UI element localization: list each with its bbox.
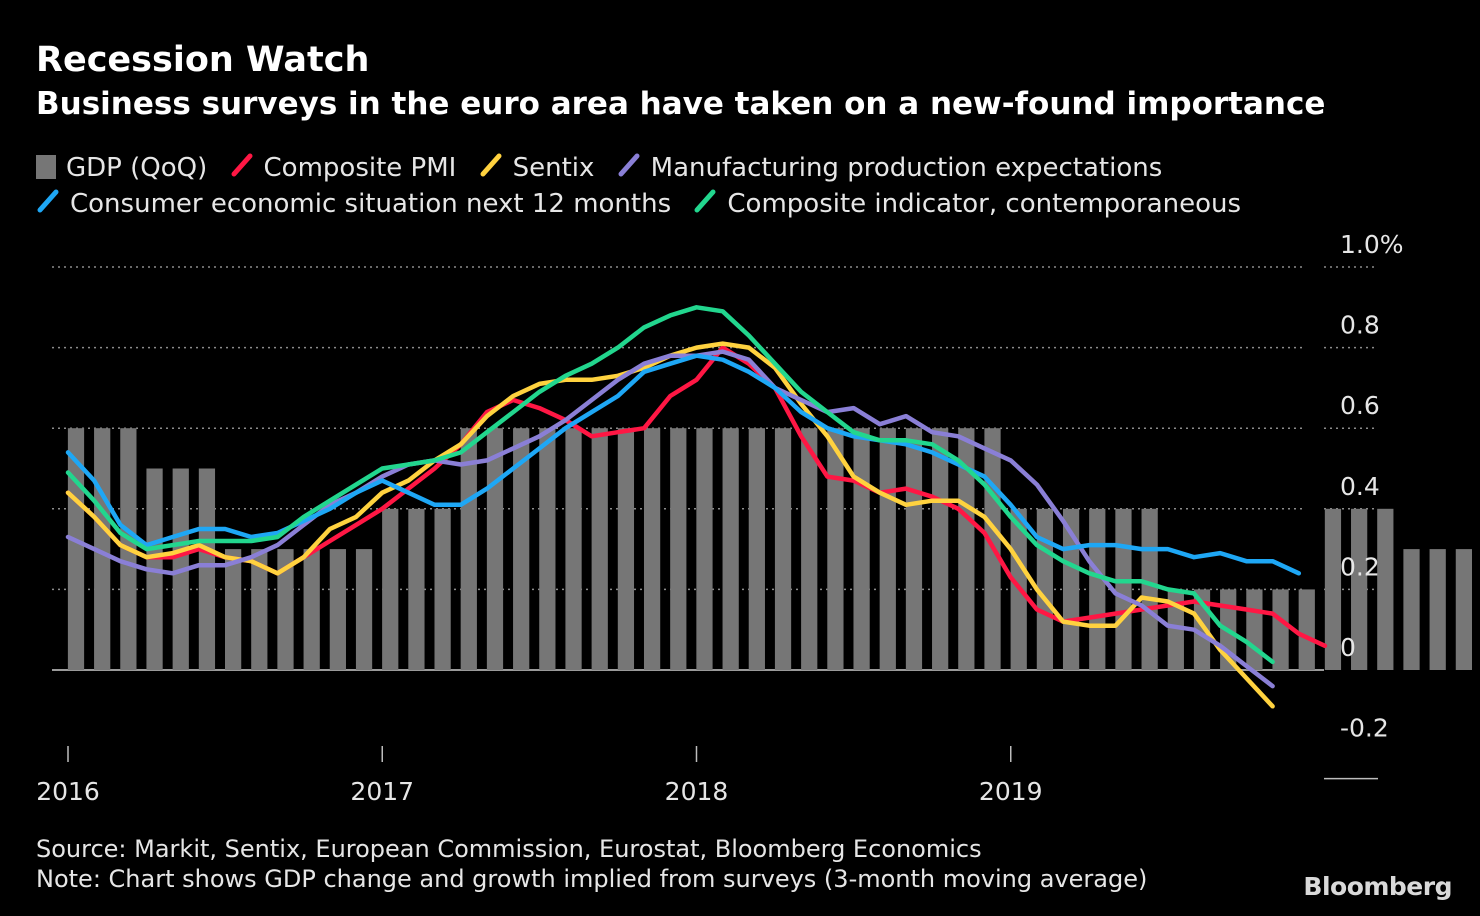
gdp-bar [1089, 508, 1106, 670]
gdp-bar [382, 508, 399, 670]
gdp-bar [486, 428, 504, 670]
gdp-bar [1298, 589, 1315, 670]
gdp-bar [617, 428, 635, 670]
legend-row-2: Consumer economic situation next 12 mont… [36, 186, 1336, 222]
legend-swatch-manufacturing [618, 153, 640, 177]
gdp-bar [1115, 508, 1132, 670]
legend-item-consumer: Consumer economic situation next 12 mont… [36, 186, 671, 222]
legend-row-1: GDP (QoQ) Composite PMI Sentix Manufactu… [36, 150, 1336, 186]
gdp-bar [591, 428, 608, 670]
legend-swatch-sentix [480, 153, 502, 177]
gdp-bar [277, 549, 294, 670]
x-tick-label: 2016 [36, 777, 100, 806]
x-tick-label: 2018 [665, 777, 729, 806]
series-line-3 [65, 353, 1302, 576]
x-tick-label: 2019 [979, 777, 1043, 806]
gdp-bar [329, 549, 346, 670]
gdp-bars [67, 428, 1472, 670]
chart-footer: Source: Markit, Sentix, European Commiss… [36, 834, 1147, 894]
gdp-bar [1351, 508, 1368, 670]
legend-swatch-consumer [37, 189, 59, 213]
series-line-2 [65, 349, 1275, 689]
gdp-bar [827, 428, 844, 670]
gdp-bar [905, 428, 923, 670]
gdp-bar [460, 428, 477, 670]
gdp-bar [853, 428, 870, 670]
gdp-bar [1272, 589, 1289, 670]
y-tick-label: 0.2 [1340, 552, 1380, 581]
gdp-bar [1246, 589, 1263, 670]
method-note: Note: Chart shows GDP change and growth … [36, 865, 1148, 893]
gdp-bar [801, 428, 818, 670]
legend-item-sentix: Sentix [479, 150, 595, 186]
legend-label-consumer: Consumer economic situation next 12 mont… [70, 189, 672, 219]
y-tick-label: 1.0% [1340, 230, 1404, 259]
legend-swatch-gdp [36, 155, 56, 179]
legend-label-gdp: GDP (QoQ) [66, 153, 208, 183]
series-line-4 [65, 305, 1275, 665]
x-tick-label: 2017 [350, 777, 414, 806]
legend-item-composite-indicator: Composite indicator, contemporaneous [693, 186, 1241, 222]
gdp-bar [1455, 549, 1472, 670]
y-tick-label: 0.8 [1340, 311, 1380, 340]
gdp-bar [696, 428, 713, 670]
gdp-bar [932, 428, 949, 670]
legend-swatch-composite-indicator [694, 189, 716, 213]
bloomberg-logo: Bloomberg [1303, 872, 1452, 901]
gdp-bar [1141, 508, 1158, 670]
gdp-bar [1324, 508, 1342, 670]
gdp-bar [565, 428, 582, 670]
series-lines [65, 305, 1328, 709]
legend-label-sentix: Sentix [512, 153, 595, 183]
gdp-bar [879, 428, 896, 670]
y-tick-label: 0.4 [1340, 472, 1380, 501]
gdp-bar [408, 508, 425, 670]
chart-legend: GDP (QoQ) Composite PMI Sentix Manufactu… [36, 150, 1336, 222]
legend-swatch-composite-pmi [231, 153, 253, 177]
gdp-bar [251, 549, 268, 670]
gdp-bar [722, 428, 739, 670]
gdp-bar [198, 468, 216, 670]
gdp-bar [355, 549, 373, 670]
source-note: Source: Markit, Sentix, European Commiss… [36, 835, 982, 863]
legend-item-gdp: GDP (QoQ) [36, 150, 207, 186]
chart-subtitle: Business surveys in the euro area have t… [36, 86, 1326, 122]
gdp-bar [774, 428, 792, 670]
gdp-bar [1429, 549, 1446, 670]
y-tick-label: 0.6 [1340, 391, 1380, 420]
y-tick-label: -0.2 [1340, 714, 1389, 743]
legend-item-manufacturing: Manufacturing production expectations [617, 150, 1163, 186]
axes: 1.0% 0.8 0.6 0.4 0.2 0 -0.2 2016 2017 2018 2019 [36, 230, 1403, 806]
gdp-bar [958, 428, 975, 670]
gdp-bar [1377, 508, 1394, 670]
gdp-bar [434, 508, 451, 670]
gdp-bar [513, 428, 530, 670]
legend-label-composite-pmi: Composite PMI [263, 153, 457, 183]
legend-item-composite-pmi: Composite PMI [230, 150, 457, 186]
gdp-bar [670, 428, 687, 670]
legend-label-manufacturing: Manufacturing production expectations [650, 153, 1163, 183]
gdp-bar [748, 428, 765, 670]
chart-title: Recession Watch [36, 40, 370, 80]
gdp-bar [303, 549, 320, 670]
gdp-bar [1403, 549, 1420, 670]
y-tick-label: 0 [1340, 633, 1356, 662]
gdp-bar [225, 549, 242, 670]
gdp-bar [539, 428, 556, 670]
legend-label-composite-indicator: Composite indicator, contemporaneous [727, 189, 1242, 219]
gdp-bar [643, 428, 661, 670]
